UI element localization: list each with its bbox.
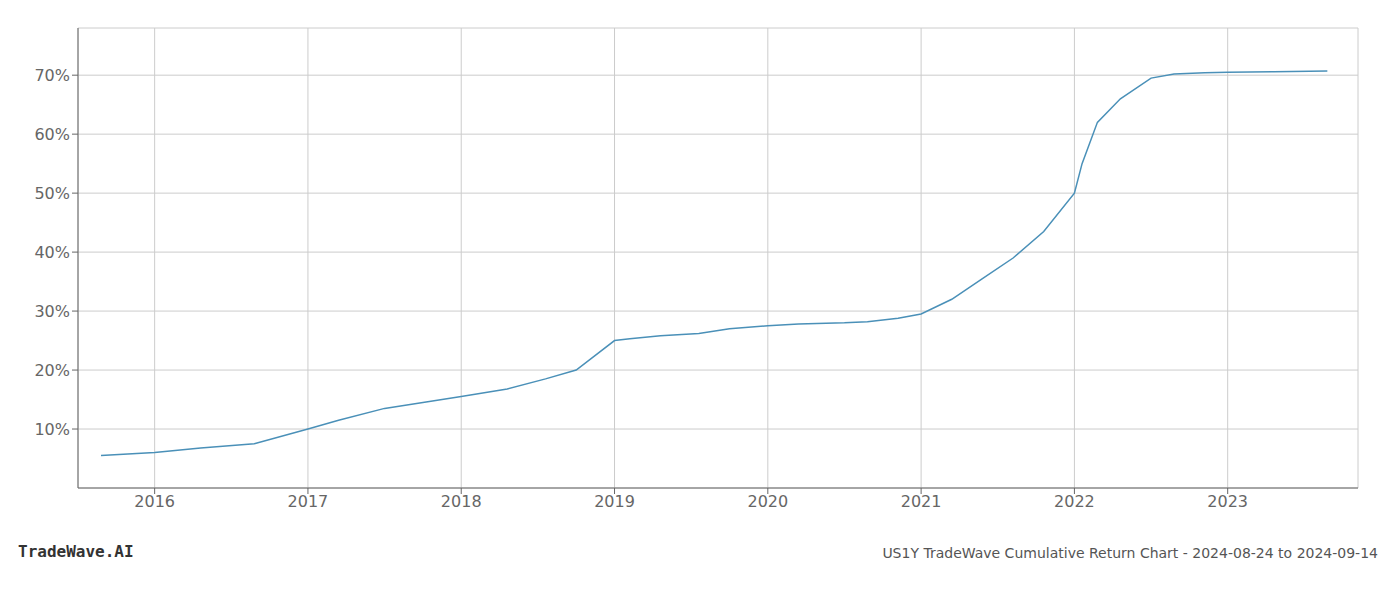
svg-text:2018: 2018 (441, 492, 482, 511)
svg-text:40%: 40% (34, 243, 70, 262)
svg-text:2023: 2023 (1207, 492, 1248, 511)
svg-text:10%: 10% (34, 420, 70, 439)
svg-text:50%: 50% (34, 184, 70, 203)
svg-text:2017: 2017 (288, 492, 329, 511)
svg-text:2019: 2019 (594, 492, 635, 511)
svg-text:20%: 20% (34, 361, 70, 380)
svg-text:2020: 2020 (747, 492, 788, 511)
svg-text:30%: 30% (34, 302, 70, 321)
html-text:US1Y TradeWave Cumulative Retu: US1Y TradeWave Cumulative Return Chart -… (882, 545, 1378, 561)
svg-text:60%: 60% (34, 125, 70, 144)
svg-text:2022: 2022 (1054, 492, 1095, 511)
svg-text:70%: 70% (34, 66, 70, 85)
svg-text:2021: 2021 (901, 492, 942, 511)
svg-text:2016: 2016 (134, 492, 175, 511)
html-text:TradeWave.AI: TradeWave.AI (18, 542, 134, 561)
